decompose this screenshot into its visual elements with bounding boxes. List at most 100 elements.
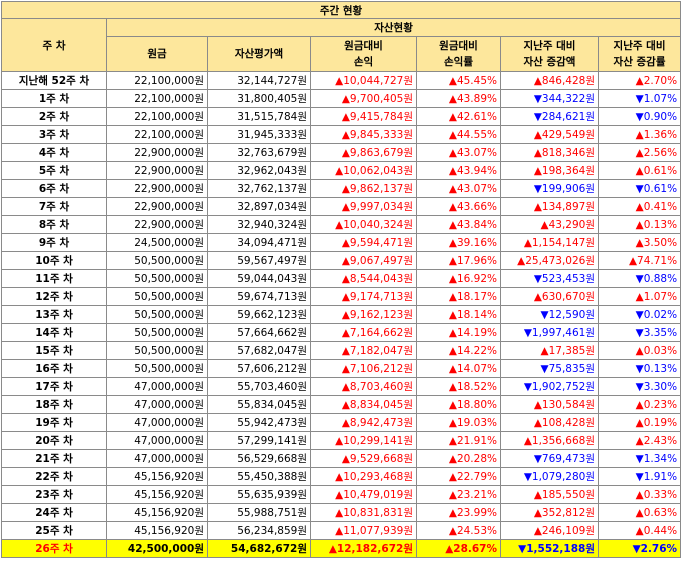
pl-cell: ▲9,067,497원 bbox=[310, 251, 417, 270]
valuation-cell: 32,897,034원 bbox=[207, 197, 311, 216]
change-rate-cell: ▼0.02% bbox=[597, 305, 681, 324]
pl-cell: ▲9,174,713원 bbox=[310, 287, 417, 306]
pl-cell: ▲10,293,468원 bbox=[310, 467, 417, 486]
week-cell: 12주 차 bbox=[1, 287, 107, 306]
week-cell: 17주 차 bbox=[1, 377, 107, 396]
pl-rate-cell: ▲43.07% bbox=[416, 143, 501, 162]
valuation-cell: 34,094,471원 bbox=[207, 233, 311, 252]
table-row: 25주 차 45,156,920원 56,234,859원 ▲11,077,939원 ▲… bbox=[1, 521, 681, 540]
change-cell: ▲630,670원 bbox=[500, 287, 599, 306]
pl-rate-cell: ▲17.96% bbox=[416, 251, 501, 270]
principal-cell: 47,000,000원 bbox=[106, 395, 208, 414]
change-cell: ▲43,290원 bbox=[500, 215, 599, 234]
valuation-cell: 57,299,141원 bbox=[207, 431, 311, 450]
valuation-cell: 55,635,939원 bbox=[207, 485, 311, 504]
table-row: 지난해 52주 차 22,100,000원 32,144,727원 ▲10,044,7… bbox=[1, 71, 681, 90]
week-cell: 21주 차 bbox=[1, 449, 107, 468]
header-asset-status: 자산현황 bbox=[105, 18, 681, 37]
change-rate-cell: ▼0.90% bbox=[597, 107, 681, 126]
change-cell: ▼523,453원 bbox=[500, 269, 599, 288]
valuation-cell: 55,703,460원 bbox=[207, 377, 311, 396]
table-row: 5주 차 22,900,000원 32,962,043원 ▲10,062,043원 ▲4… bbox=[1, 161, 681, 180]
valuation-cell: 31,945,333원 bbox=[207, 125, 311, 144]
change-rate-cell: ▲0.61% bbox=[597, 161, 681, 180]
principal-cell: 50,500,000원 bbox=[106, 305, 208, 324]
pl-cell: ▲9,845,333원 bbox=[310, 125, 417, 144]
change-rate-cell: ▲0.03% bbox=[597, 341, 681, 360]
change-cell: ▼1,079,280원 bbox=[500, 467, 599, 486]
table-row: 22주 차 45,156,920원 55,450,388원 ▲10,293,468원 ▲… bbox=[1, 467, 681, 486]
change-cell: ▼344,322원 bbox=[500, 89, 599, 108]
change-cell: ▲246,109원 bbox=[500, 521, 599, 540]
week-cell: 13주 차 bbox=[1, 305, 107, 324]
pl-rate-cell: ▲43.66% bbox=[416, 197, 501, 216]
principal-cell: 50,500,000원 bbox=[106, 323, 208, 342]
pl-rate-cell: ▲18.52% bbox=[416, 377, 501, 396]
pl-rate-cell: ▲18.17% bbox=[416, 287, 501, 306]
change-cell: ▼75,835원 bbox=[500, 359, 599, 378]
change-rate-cell: ▲1.36% bbox=[597, 125, 681, 144]
principal-cell: 47,000,000원 bbox=[106, 377, 208, 396]
change-rate-cell: ▼3.35% bbox=[597, 323, 681, 342]
table-row: 18주 차 47,000,000원 55,834,045원 ▲8,834,045원 ▲1… bbox=[1, 395, 681, 414]
table-row: 10주 차 50,500,000원 59,567,497원 ▲9,067,497원 ▲1… bbox=[1, 251, 681, 270]
table-row: 6주 차 22,900,000원 32,762,137원 ▲9,862,137원 ▲43… bbox=[1, 179, 681, 198]
pl-cell: ▲7,182,047원 bbox=[310, 341, 417, 360]
pl-rate-cell: ▲43.89% bbox=[416, 89, 501, 108]
valuation-cell: 57,682,047원 bbox=[207, 341, 311, 360]
week-cell: 18주 차 bbox=[1, 395, 107, 414]
change-cell: ▲185,550원 bbox=[500, 485, 599, 504]
pl-rate-cell: ▲42.61% bbox=[416, 107, 501, 126]
table-row: 12주 차 50,500,000원 59,674,713원 ▲9,174,713원 ▲1… bbox=[1, 287, 681, 306]
week-cell: 7주 차 bbox=[1, 197, 107, 216]
principal-cell: 50,500,000원 bbox=[106, 341, 208, 360]
header-principal: 원금 bbox=[106, 36, 208, 72]
pl-rate-cell: ▲43.84% bbox=[416, 215, 501, 234]
principal-cell: 22,100,000원 bbox=[106, 107, 208, 126]
week-cell: 15주 차 bbox=[1, 341, 107, 360]
pl-rate-cell: ▲21.91% bbox=[416, 431, 501, 450]
table-row: 11주 차 50,500,000원 59,044,043원 ▲8,544,043원 ▲1… bbox=[1, 269, 681, 288]
pl-cell: ▲12,182,672원 bbox=[310, 539, 417, 558]
week-cell: 26주 차 bbox=[1, 539, 107, 558]
pl-rate-cell: ▲18.14% bbox=[416, 305, 501, 324]
week-cell: 5주 차 bbox=[1, 161, 107, 180]
change-cell: ▲134,897원 bbox=[500, 197, 599, 216]
valuation-cell: 56,529,668원 bbox=[207, 449, 311, 468]
pl-rate-cell: ▲43.94% bbox=[416, 161, 501, 180]
pl-rate-cell: ▲19.03% bbox=[416, 413, 501, 432]
table-row: 20주 차 47,000,000원 57,299,141원 ▲10,299,141원 ▲… bbox=[1, 431, 681, 450]
change-cell: ▲818,346원 bbox=[500, 143, 599, 162]
change-cell: ▲130,584원 bbox=[500, 395, 599, 414]
principal-cell: 45,156,920원 bbox=[106, 503, 208, 522]
principal-cell: 22,100,000원 bbox=[106, 125, 208, 144]
valuation-cell: 32,763,679원 bbox=[207, 143, 311, 162]
pl-cell: ▲9,862,137원 bbox=[310, 179, 417, 198]
pl-cell: ▲10,831,831원 bbox=[310, 503, 417, 522]
change-cell: ▲198,364원 bbox=[500, 161, 599, 180]
valuation-cell: 56,234,859원 bbox=[207, 521, 311, 540]
week-cell: 24주 차 bbox=[1, 503, 107, 522]
change-cell: ▲846,428원 bbox=[500, 71, 599, 90]
change-cell: ▲1,154,147원 bbox=[500, 233, 599, 252]
change-cell: ▲1,356,668원 bbox=[500, 431, 599, 450]
table-row: 8주 차 22,900,000원 32,940,324원 ▲10,040,324원 ▲4… bbox=[1, 215, 681, 234]
change-rate-cell: ▲1.07% bbox=[597, 287, 681, 306]
valuation-cell: 32,940,324원 bbox=[207, 215, 311, 234]
change-rate-cell: ▲0.19% bbox=[597, 413, 681, 432]
change-rate-cell: ▲0.13% bbox=[597, 215, 681, 234]
principal-cell: 45,156,920원 bbox=[106, 485, 208, 504]
valuation-cell: 59,662,123원 bbox=[207, 305, 311, 324]
pl-cell: ▲10,044,727원 bbox=[310, 71, 417, 90]
change-rate-cell: ▼1.34% bbox=[597, 449, 681, 468]
principal-cell: 50,500,000원 bbox=[106, 269, 208, 288]
table-row: 16주 차 50,500,000원 57,606,212원 ▲7,106,212원 ▲1… bbox=[1, 359, 681, 378]
table-row: 4주 차 22,900,000원 32,763,679원 ▲9,863,679원 ▲43… bbox=[1, 143, 681, 162]
change-cell: ▲17,385원 bbox=[500, 341, 599, 360]
header-pl-vs-principal: 원금대비 손익 bbox=[310, 36, 417, 72]
header-change-vs-last: 지난주 대비 자산 증감액 bbox=[500, 36, 599, 72]
header-rate-vs-last: 지난주 대비 자산 증감률 bbox=[597, 36, 681, 72]
week-cell: 8주 차 bbox=[1, 215, 107, 234]
pl-cell: ▲9,700,405원 bbox=[310, 89, 417, 108]
